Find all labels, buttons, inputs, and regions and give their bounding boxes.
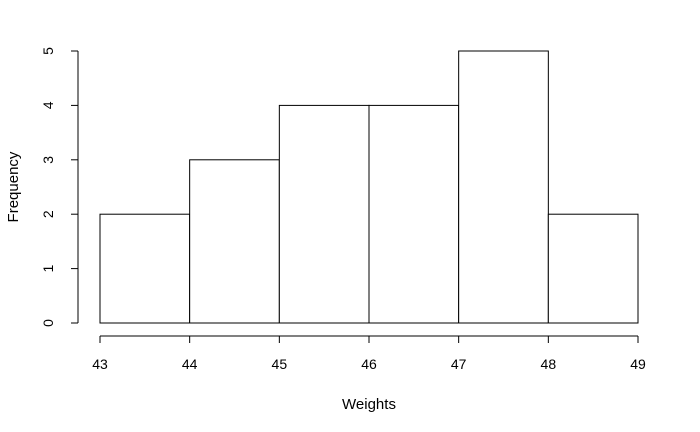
x-tick-label: 46: [361, 356, 377, 372]
x-tick-label: 44: [182, 356, 198, 372]
y-tick-label: 4: [40, 101, 56, 109]
histogram-bar: [547, 213, 639, 324]
histogram-bars: [99, 50, 639, 324]
histogram-bar: [458, 50, 549, 324]
x-axis: 43 44 45 46 47 48 49: [92, 335, 646, 372]
y-axis-label: Frequency: [5, 151, 22, 222]
y-axis: 0 1 2 3 4 5: [40, 47, 79, 327]
x-tick-label: 49: [630, 356, 646, 372]
x-tick-label: 43: [92, 356, 108, 372]
y-tick-label: 1: [40, 264, 56, 272]
histogram-bar: [189, 159, 280, 324]
y-tick-label: 0: [40, 319, 56, 327]
histogram-bar: [99, 213, 191, 324]
y-tick-label: 5: [40, 47, 56, 55]
x-axis-label: Weights: [342, 396, 396, 413]
y-tick-label: 2: [40, 210, 56, 218]
x-tick-label: 48: [541, 356, 557, 372]
histogram-bar: [278, 104, 370, 324]
histogram-bar: [368, 104, 460, 324]
x-tick-label: 47: [451, 356, 467, 372]
y-tick-label: 3: [40, 156, 56, 164]
x-tick-label: 45: [272, 356, 288, 372]
